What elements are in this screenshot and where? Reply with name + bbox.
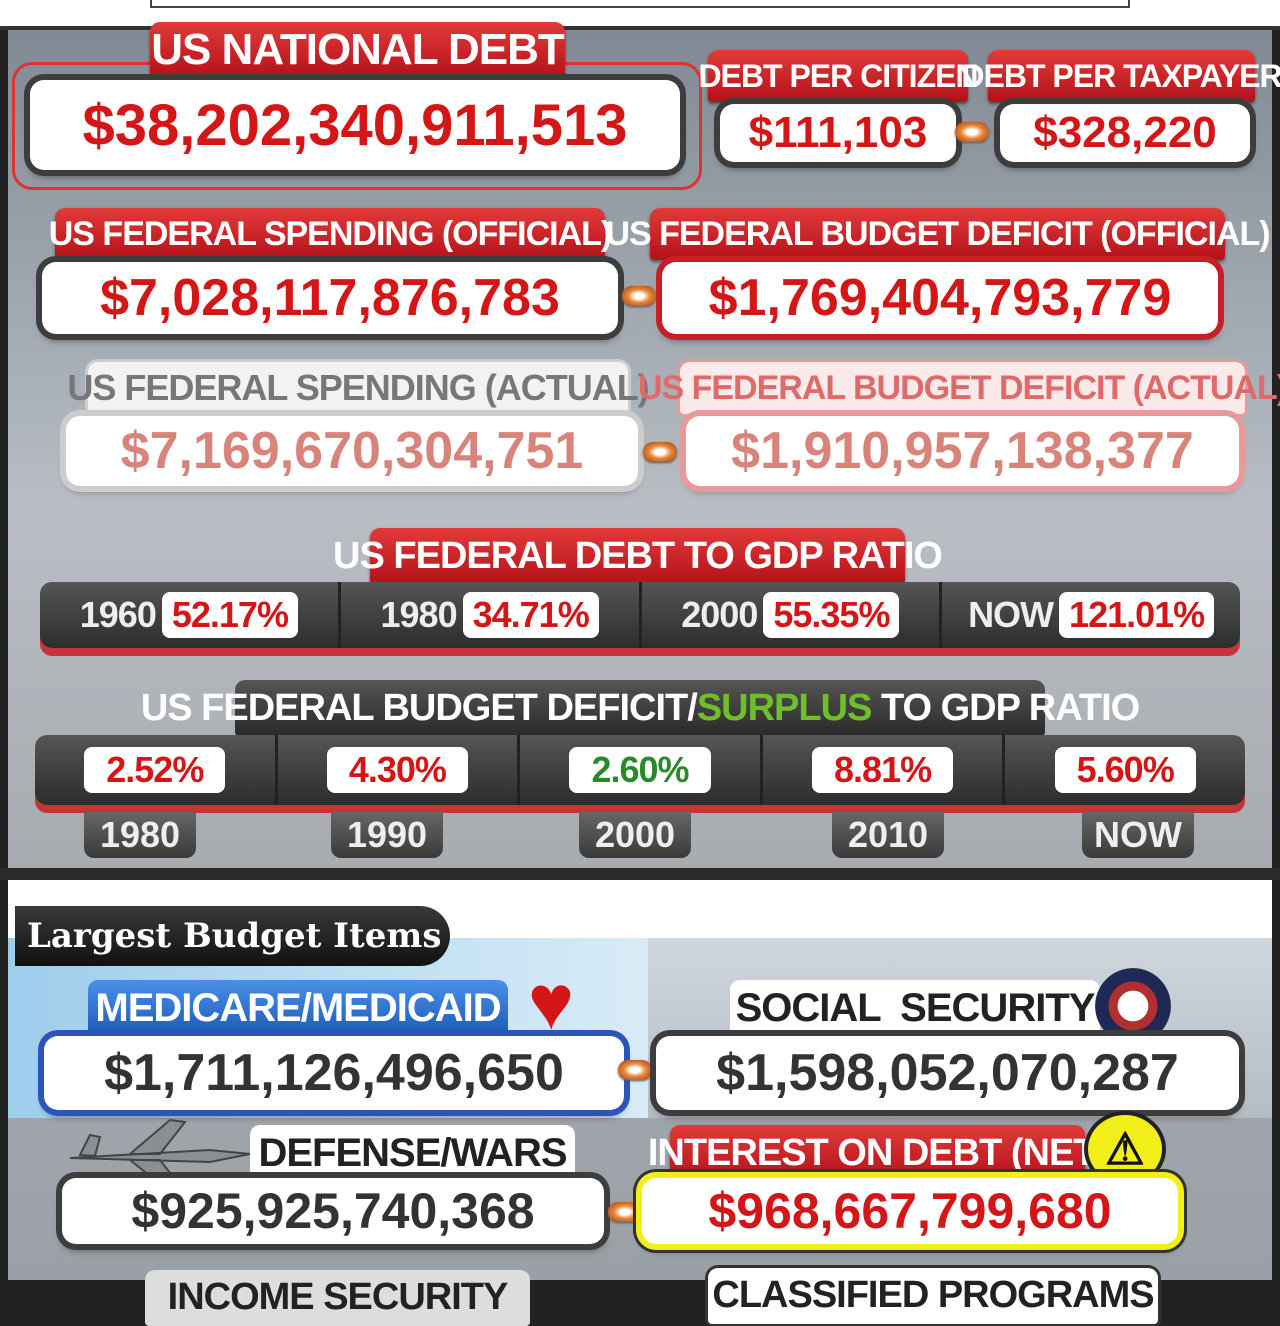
deficit-actual-value: $1,910,957,138,377: [686, 416, 1239, 486]
ratio-value: 52.17%: [161, 592, 298, 638]
deficit-to-gdp-cell: 2.52%: [35, 735, 278, 805]
classified-programs-label: CLASSIFIED PROGRAMS: [708, 1268, 1158, 1324]
debt-per-citizen-label: DEBT PER CITIZEN: [698, 50, 979, 102]
year: 1960: [79, 594, 157, 635]
debt-per-citizen-value: $111,103: [720, 104, 956, 162]
deficit-official-label: US FEDERAL BUDGET DEFICIT (OFFICIAL): [605, 208, 1271, 260]
debt-to-gdp-label: US FEDERAL DEBT TO GDP RATIO: [333, 528, 943, 584]
spending-actual-value: $7,169,670,304,751: [66, 416, 638, 486]
deficit-to-gdp-row: 2.52% 4.30% 2.60% 8.81% 5.60%: [35, 735, 1245, 805]
section-divider: [0, 868, 1280, 880]
debt-to-gdp-cell: 1980 34.71%: [341, 582, 642, 648]
debt-to-gdp-cell: 2000 55.35%: [642, 582, 943, 648]
year: NOW: [968, 594, 1054, 635]
defense-label: DEFENSE/WARS: [250, 1125, 575, 1181]
deficit-to-gdp-label: US FEDERAL BUDGET DEFICIT/SURPLUS TO GDP…: [141, 680, 1140, 736]
heart-icon: ♥: [527, 958, 575, 1046]
social-security-value: $1,598,052,070,287: [656, 1036, 1239, 1110]
label-text: US FEDERAL BUDGET DEFICIT/: [140, 686, 698, 729]
connector-icon: [618, 1060, 652, 1080]
ratio-value: 34.71%: [462, 592, 599, 638]
deficit-actual-label: US FEDERAL BUDGET DEFICIT (ACTUAL): [638, 362, 1280, 414]
ratio-value: 55.35%: [763, 592, 900, 638]
year: 2000: [681, 594, 758, 635]
social-security-badge-icon: [1095, 968, 1171, 1044]
debt-per-taxpayer-label: DEBT PER TAXPAYER: [961, 50, 1280, 102]
debt-to-gdp-cell: 1960 52.17%: [40, 582, 341, 648]
warning-icon: ⚠: [1088, 1115, 1162, 1183]
deficit-to-gdp-cell: 2.60%: [520, 735, 763, 805]
interest-value: $968,667,799,680: [642, 1178, 1178, 1244]
label-text: TO GDP RATIO: [871, 686, 1140, 729]
connector-icon: [608, 1202, 642, 1222]
year: 1980: [380, 594, 458, 635]
defense-value: $925,925,740,368: [62, 1178, 604, 1244]
year-tab: NOW: [1082, 812, 1194, 858]
spending-actual-label: US FEDERAL SPENDING (ACTUAL): [67, 362, 650, 414]
debt-per-taxpayer-value: $328,220: [1000, 104, 1250, 162]
year-tab: 2010: [832, 812, 944, 858]
ratio-value: 8.81%: [812, 747, 954, 793]
ratio-value: 2.60%: [569, 747, 711, 793]
medicare-value: $1,711,126,496,650: [44, 1036, 624, 1110]
spending-official-label: US FEDERAL SPENDING (OFFICIAL): [49, 208, 612, 260]
social-security-label: SOCIAL SECURITY: [730, 980, 1100, 1036]
deficit-to-gdp-cell: 8.81%: [763, 735, 1006, 805]
year-tab: 1980: [84, 812, 196, 858]
deficit-to-gdp-cell: 4.30%: [278, 735, 521, 805]
deficit-to-gdp-cell: 5.60%: [1005, 735, 1245, 805]
interest-label: INTEREST ON DEBT (NET): [648, 1125, 1108, 1181]
connector-icon: [955, 122, 989, 142]
spending-official-value: $7,028,117,876,783: [42, 262, 618, 334]
ratio-value: 2.52%: [84, 747, 226, 793]
surplus-text: SURPLUS: [696, 686, 873, 729]
national-debt-label: US NATIONAL DEBT: [150, 22, 565, 78]
debt-to-gdp-row: 1960 52.17% 1980 34.71% 2000 55.35% NOW 121.…: [40, 582, 1240, 648]
medicare-label: MEDICARE/MEDICAID: [88, 980, 508, 1036]
ratio-value: 5.60%: [1054, 747, 1196, 793]
largest-budget-items-title: Largest Budget Items: [15, 906, 450, 966]
deficit-official-value: $1,769,404,793,779: [662, 262, 1218, 334]
ratio-value: 121.01%: [1059, 592, 1215, 638]
national-debt-value: $38,202,340,911,513: [30, 80, 680, 170]
year-tab: 1990: [331, 812, 443, 858]
connector-icon: [622, 286, 656, 306]
income-security-label: INCOME SECURITY: [145, 1270, 530, 1326]
debt-to-gdp-cell: NOW 121.01%: [942, 582, 1240, 648]
connector-icon: [643, 442, 677, 462]
year-tab: 2000: [579, 812, 691, 858]
ratio-value: 4.30%: [326, 747, 468, 793]
